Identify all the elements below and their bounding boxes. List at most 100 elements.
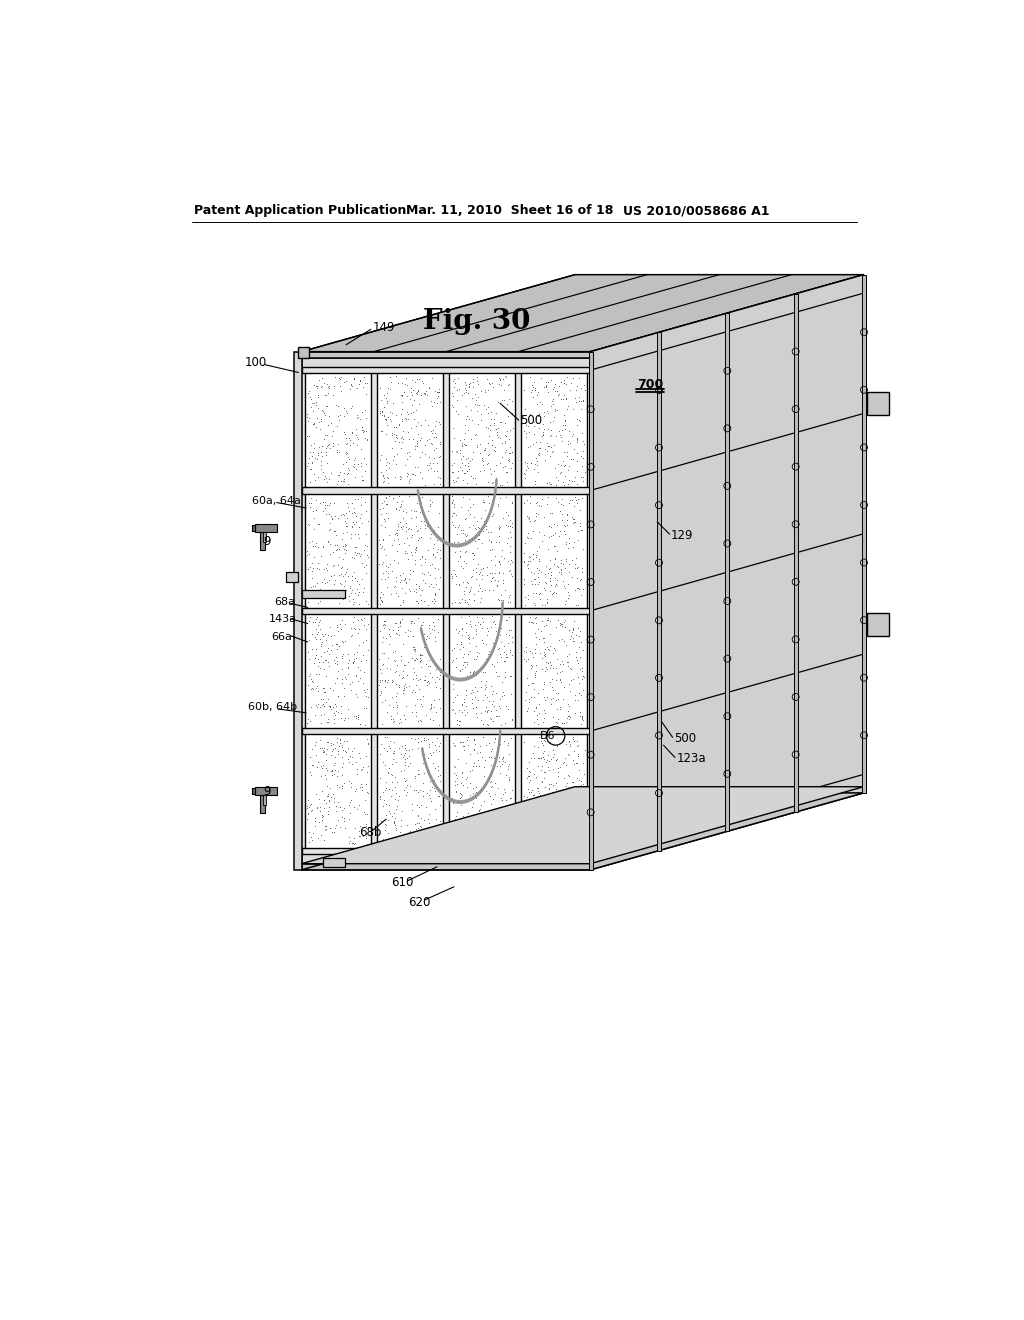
Point: [424, 590, 440, 611]
Point: [321, 797, 337, 818]
Point: [319, 553, 336, 574]
Point: [499, 515, 515, 536]
Point: [423, 420, 439, 441]
Point: [303, 434, 319, 455]
Point: [571, 620, 588, 642]
Point: [543, 561, 559, 582]
Point: [380, 562, 396, 583]
Point: [384, 697, 400, 718]
Point: [471, 529, 487, 550]
Point: [443, 788, 460, 809]
Point: [317, 498, 334, 519]
Point: [315, 789, 332, 810]
Point: [568, 785, 585, 807]
Point: [376, 405, 392, 426]
Point: [371, 529, 387, 550]
Point: [520, 528, 537, 549]
Point: [492, 368, 508, 389]
Point: [332, 730, 348, 751]
Point: [410, 529, 426, 550]
Point: [534, 611, 550, 632]
Point: [500, 449, 516, 470]
Point: [316, 764, 333, 785]
Point: [359, 733, 376, 754]
Point: [397, 543, 414, 564]
Point: [540, 487, 556, 508]
Point: [304, 400, 321, 421]
Point: [481, 785, 498, 807]
Point: [381, 800, 397, 821]
Point: [372, 767, 388, 788]
Point: [423, 458, 439, 479]
Point: [415, 372, 431, 393]
Point: [456, 808, 472, 829]
Point: [395, 682, 412, 704]
Point: [555, 653, 571, 675]
Point: [551, 525, 567, 546]
Point: [401, 828, 418, 849]
Point: [382, 379, 398, 400]
Point: [474, 814, 490, 836]
Point: [353, 776, 370, 797]
Point: [374, 810, 390, 832]
Point: [560, 573, 577, 594]
Point: [327, 520, 343, 541]
Point: [358, 562, 375, 583]
Point: [427, 557, 443, 578]
Point: [388, 817, 404, 838]
Point: [359, 372, 376, 393]
Point: [519, 587, 536, 609]
Point: [419, 759, 435, 780]
Point: [408, 416, 424, 437]
Point: [486, 729, 503, 750]
Point: [319, 759, 336, 780]
Point: [447, 648, 464, 669]
Point: [487, 833, 504, 854]
Point: [466, 583, 482, 605]
Point: [457, 541, 473, 562]
Point: [465, 494, 481, 515]
Point: [501, 624, 517, 645]
Point: [525, 672, 542, 693]
Point: [315, 558, 332, 579]
Point: [413, 816, 429, 837]
Point: [486, 461, 503, 482]
Point: [463, 566, 479, 587]
Point: [410, 593, 426, 614]
Point: [570, 521, 587, 543]
Point: [548, 682, 564, 704]
Point: [374, 400, 390, 421]
Point: [389, 702, 406, 723]
Point: [304, 552, 321, 573]
Point: [574, 822, 591, 843]
Point: [464, 693, 480, 714]
Point: [358, 420, 375, 441]
Point: [478, 824, 495, 845]
Point: [431, 764, 447, 785]
Point: [484, 471, 501, 492]
Point: [371, 648, 387, 669]
Point: [539, 686, 555, 708]
Point: [305, 652, 322, 673]
Point: [330, 396, 346, 417]
Point: [557, 577, 573, 598]
Point: [483, 746, 500, 767]
Point: [314, 739, 331, 760]
Point: [323, 519, 339, 540]
Point: [412, 828, 428, 849]
Point: [412, 710, 428, 731]
Point: [574, 389, 591, 411]
Point: [455, 693, 471, 714]
Point: [556, 611, 572, 632]
Point: [419, 429, 435, 450]
Point: [302, 471, 318, 492]
Point: [377, 771, 393, 792]
Point: [410, 805, 426, 826]
Point: [468, 510, 484, 531]
Point: [452, 660, 468, 681]
Point: [484, 788, 501, 809]
Point: [330, 774, 346, 795]
Point: [384, 772, 400, 793]
Point: [454, 694, 470, 715]
Point: [444, 832, 461, 853]
